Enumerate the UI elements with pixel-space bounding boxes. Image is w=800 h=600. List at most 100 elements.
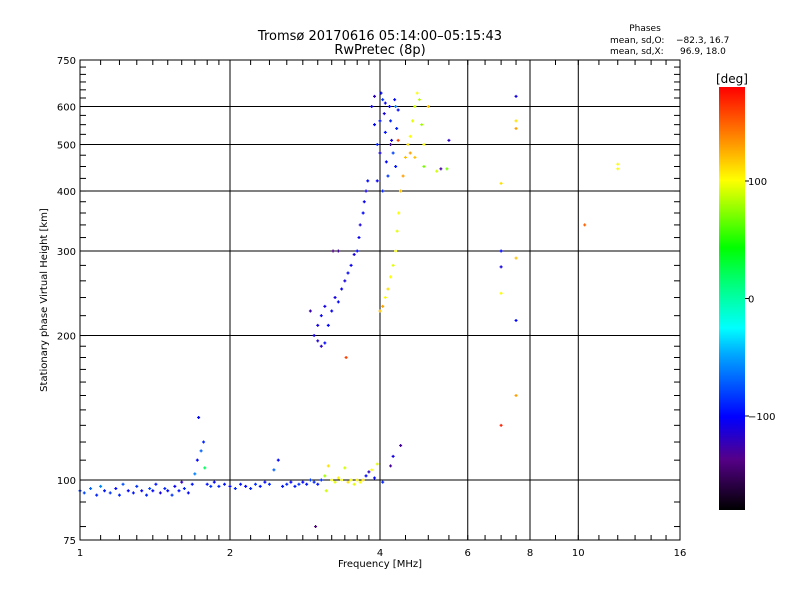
data-point xyxy=(323,474,327,478)
data-point xyxy=(408,151,412,155)
data-point xyxy=(499,291,503,295)
data-point xyxy=(382,112,386,116)
data-point xyxy=(514,94,518,98)
data-point xyxy=(319,344,323,348)
data-point xyxy=(583,223,587,227)
data-point xyxy=(108,491,112,495)
data-point xyxy=(386,174,390,178)
data-point xyxy=(616,162,620,166)
data-point xyxy=(205,482,209,486)
data-point xyxy=(349,263,353,267)
data-point xyxy=(447,138,451,142)
data-point xyxy=(323,304,327,308)
data-point xyxy=(305,482,309,486)
data-point xyxy=(381,480,385,484)
data-point xyxy=(197,415,201,419)
data-point xyxy=(422,143,426,147)
data-point xyxy=(323,341,327,345)
y-tick-label: 300 xyxy=(57,247,76,258)
colorbar-tick-label: 0 xyxy=(748,295,754,306)
data-point xyxy=(389,275,393,279)
colorbar-tick-label: −100 xyxy=(748,412,775,423)
data-point xyxy=(420,123,424,127)
data-point xyxy=(249,487,253,491)
y-tick-label: 750 xyxy=(57,56,76,67)
data-point xyxy=(182,487,186,491)
data-point xyxy=(395,126,399,130)
data-point xyxy=(154,482,158,486)
data-point xyxy=(386,287,390,291)
x-tick-label: 16 xyxy=(674,548,687,559)
x-tick-label: 1 xyxy=(77,548,83,559)
data-point xyxy=(319,478,323,482)
data-point xyxy=(293,484,297,488)
data-point xyxy=(199,449,203,453)
stats-o-label: mean, sd,O: xyxy=(610,36,664,46)
data-point xyxy=(499,249,503,253)
data-point xyxy=(514,256,518,260)
data-point xyxy=(616,167,620,171)
data-point xyxy=(361,211,365,215)
x-axis-label: Frequency [MHz] xyxy=(338,559,422,570)
y-tick-label: 500 xyxy=(57,141,76,152)
data-point xyxy=(228,484,232,488)
x-tick-label: 2 xyxy=(227,548,233,559)
data-point xyxy=(401,174,405,178)
chart-title: Tromsø 20170616 05:14:00–05:15:43 xyxy=(257,29,502,44)
data-point xyxy=(396,108,400,112)
data-point xyxy=(121,482,125,486)
data-point xyxy=(358,480,362,484)
data-point xyxy=(258,484,262,488)
data-point xyxy=(415,91,419,95)
data-point xyxy=(253,482,257,486)
data-point xyxy=(281,484,285,488)
data-point xyxy=(413,105,417,109)
data-point xyxy=(297,482,301,486)
data-point xyxy=(326,464,330,468)
colorbar-label: [deg] xyxy=(716,72,748,86)
stats-heading: Phases xyxy=(629,24,661,34)
data-point xyxy=(331,249,335,253)
data-point xyxy=(233,487,237,491)
data-point xyxy=(117,493,121,497)
data-point xyxy=(195,458,199,462)
data-point xyxy=(373,476,377,480)
data-point xyxy=(391,263,395,267)
data-point xyxy=(373,123,377,127)
data-point xyxy=(333,480,337,484)
data-point xyxy=(158,491,162,495)
y-axis-label: Stationary phase Virtual Height [km] xyxy=(39,208,50,392)
data-point xyxy=(340,287,344,291)
data-point xyxy=(394,105,398,109)
data-point xyxy=(422,164,426,168)
data-point xyxy=(202,440,206,444)
data-point xyxy=(514,318,518,322)
data-point xyxy=(378,119,382,123)
data-point xyxy=(389,143,393,147)
data-point xyxy=(99,484,103,488)
data-point xyxy=(439,167,443,171)
data-point xyxy=(324,489,328,493)
data-point xyxy=(316,482,320,486)
data-point xyxy=(285,482,289,486)
data-point xyxy=(95,493,99,497)
data-point xyxy=(388,105,392,109)
data-point xyxy=(413,155,417,159)
data-point xyxy=(89,487,93,491)
data-point xyxy=(406,143,410,147)
data-point xyxy=(389,119,393,123)
data-point xyxy=(212,480,216,484)
data-point xyxy=(126,489,130,493)
data-point xyxy=(399,444,403,448)
data-point xyxy=(355,249,359,253)
data-point xyxy=(312,334,316,338)
grid-lines xyxy=(80,60,680,540)
stats-x-value: 96.9, 18.0 xyxy=(680,47,726,57)
data-point xyxy=(390,138,394,142)
data-point xyxy=(403,155,407,159)
data-point xyxy=(381,189,385,193)
data-point xyxy=(244,484,248,488)
data-point xyxy=(397,211,401,215)
data-point xyxy=(314,525,318,529)
